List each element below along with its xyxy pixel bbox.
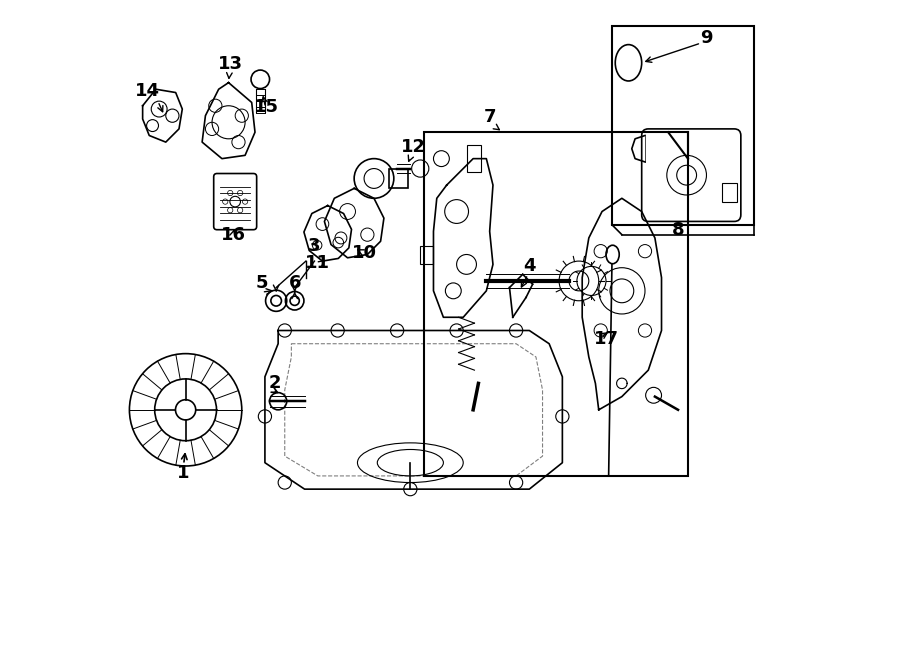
- Text: 14: 14: [135, 82, 160, 100]
- Bar: [424, 132, 688, 476]
- Text: 9: 9: [700, 29, 713, 47]
- Text: 6: 6: [288, 274, 301, 292]
- Text: 5: 5: [256, 274, 268, 292]
- Bar: [466, 145, 482, 172]
- Bar: [612, 26, 754, 225]
- Text: 13: 13: [218, 56, 243, 73]
- Text: 11: 11: [305, 254, 330, 272]
- Text: 1: 1: [177, 463, 190, 482]
- Text: 12: 12: [401, 138, 426, 156]
- Text: 17: 17: [594, 330, 619, 348]
- Text: 7: 7: [483, 108, 496, 126]
- Text: 2: 2: [268, 374, 281, 393]
- Text: 10: 10: [352, 244, 376, 262]
- Bar: [420, 246, 434, 264]
- Text: 3: 3: [308, 237, 320, 255]
- Text: 15: 15: [254, 98, 279, 116]
- Text: 16: 16: [220, 226, 246, 244]
- Bar: [723, 183, 737, 202]
- Bar: [389, 169, 409, 188]
- Text: 4: 4: [523, 257, 536, 275]
- Text: 8: 8: [671, 221, 684, 239]
